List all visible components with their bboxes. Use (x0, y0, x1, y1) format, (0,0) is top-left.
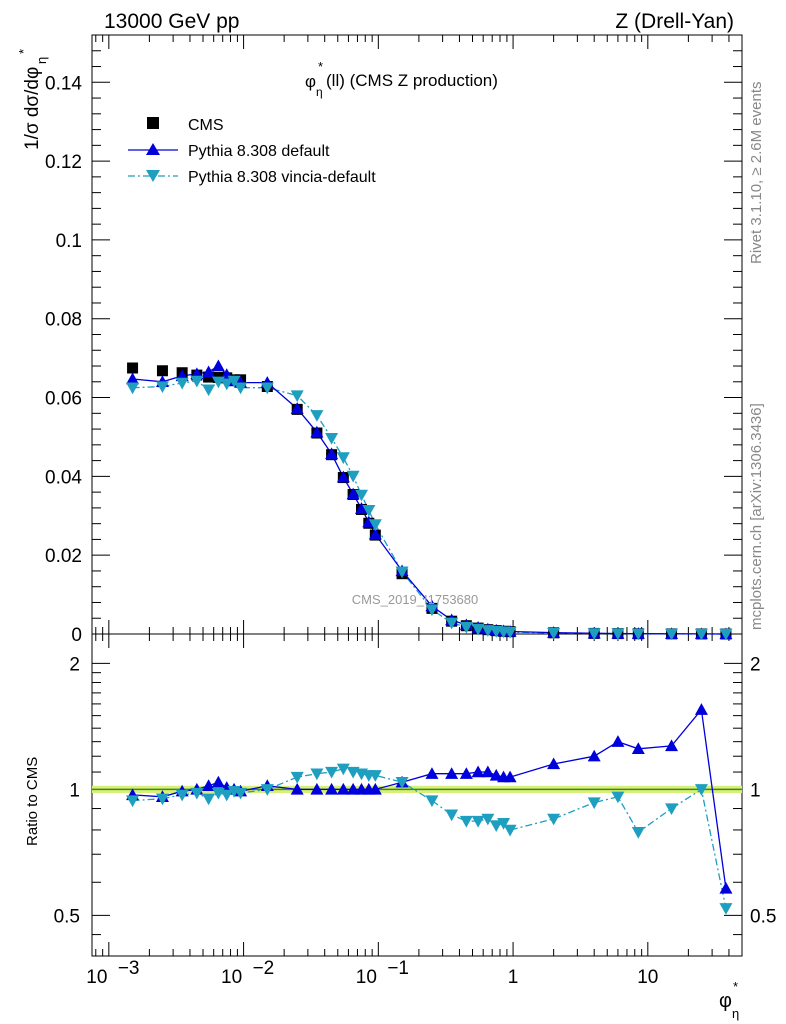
ratio-point-vincia (126, 795, 139, 807)
ratio-point-vincia (445, 809, 458, 821)
x-axis-label-phi: φ (719, 990, 732, 1012)
y-axis-label-ratio: Ratio to CMS (24, 757, 41, 846)
x-tick-label-exp: −2 (253, 958, 275, 979)
legend-label-default: Pythia 8.308 default (188, 143, 330, 160)
x-tick-label: 10 (637, 967, 658, 988)
x-tick-label-exp: −1 (387, 958, 409, 979)
y-tick-label-ratio: 1 (69, 780, 80, 801)
ratio-point-default (695, 703, 708, 715)
ratio-point-vincia (202, 794, 215, 806)
svg-text:φ: φ (305, 72, 316, 91)
ratio-point-vincia (665, 803, 678, 815)
data-point-default (202, 365, 215, 377)
legend-marker-triangle-up (146, 143, 160, 155)
y-tick-label-main: 0.06 (45, 389, 82, 410)
ratio-point-vincia (460, 816, 473, 828)
legend-item-vincia: Pythia 8.308 vincia-default (128, 169, 376, 186)
ratio-point-vincia (325, 767, 338, 779)
y-tick-label-ratio-right: 1 (750, 780, 761, 801)
data-point-vincia (126, 383, 139, 395)
data-point-default (212, 360, 225, 372)
data-point-default (126, 373, 139, 385)
side-text-bottom: mcplots.cern.ch [arXiv:1306.3436] (748, 403, 765, 630)
y-tick-label-main: 0.02 (45, 546, 82, 567)
legend-label-cms: CMS (188, 117, 224, 134)
data-point-vincia (337, 452, 350, 464)
y-tick-label-main: 0.12 (45, 152, 82, 173)
chart-figure: 13000 GeV pp Z (Drell-Yan) 0 0.02 0.04 0.06… (0, 0, 786, 1024)
ratio-point-vincia (719, 903, 732, 915)
y-tick-label-ratio: 2 (69, 654, 80, 675)
ratio-plot-area (92, 634, 742, 956)
legend: CMS Pythia 8.308 default Pythia 8.308 vi… (128, 117, 376, 186)
y-axis-label-main: 1/σ dσ/dφ η * (16, 49, 49, 150)
legend-marker-square (147, 117, 159, 129)
x-tick-label: 10 (356, 967, 377, 988)
ratio-point-vincia (291, 772, 304, 784)
y-tick-label-main: 0 (71, 625, 82, 646)
legend-item-default: Pythia 8.308 default (128, 143, 330, 160)
x-tick-label: 1 (508, 967, 519, 988)
ratio-axis-ticks: 10 −3 10 −2 10 −1 1 10 0.5 0.5 1 1 2 2 (54, 634, 777, 988)
y-tick-label-main: 0.14 (45, 73, 82, 94)
data-point-vincia (310, 410, 323, 422)
ratio-series-layer (126, 703, 732, 915)
x-tick-label: 10 (86, 967, 107, 988)
y-tick-label-main: 0.08 (45, 310, 82, 331)
ratio-point-vincia (632, 827, 645, 839)
analysis-watermark: CMS_2019_I1753680 (352, 592, 479, 607)
ratio-point-vincia (588, 797, 601, 809)
x-tick-label: 10 (221, 967, 242, 988)
y-tick-label-main: 0.04 (45, 467, 82, 488)
header-right: Z (Drell-Yan) (615, 10, 734, 33)
x-axis-label: φ η * (719, 979, 739, 1021)
ratio-point-vincia (504, 825, 517, 837)
x-tick-label-exp: −3 (118, 958, 140, 979)
data-point-cms (127, 362, 138, 373)
ratio-point-vincia (547, 814, 560, 826)
ratio-point-default (212, 776, 225, 788)
svg-text:*: * (318, 59, 323, 74)
ratio-point-default (611, 735, 624, 747)
data-point-vincia (202, 384, 215, 396)
svg-text:η: η (316, 85, 323, 99)
data-point-cms (157, 365, 168, 376)
legend-item-cms: CMS (147, 117, 224, 134)
data-point-vincia (234, 383, 247, 395)
y-axis-label-main-sub: η (34, 57, 49, 64)
y-tick-label-ratio-right: 0.5 (750, 906, 776, 927)
side-text-top: Rivet 3.1.10, ≥ 2.6M events (748, 82, 765, 265)
x-axis-label-sub: η (732, 1006, 739, 1021)
header-left: 13000 GeV pp (104, 10, 239, 33)
plot-title: φ η * (ll) (CMS Z production) (305, 59, 498, 99)
ratio-point-default (588, 750, 601, 762)
ratio-point-vincia (310, 769, 323, 781)
y-tick-label-ratio: 0.5 (54, 906, 80, 927)
ratio-point-vincia (425, 795, 438, 807)
y-axis-label-main-star: * (16, 49, 31, 54)
plot-title-text: (ll) (CMS Z production) (326, 71, 498, 90)
y-axis-label-main-text: 1/σ dσ/dφ (22, 67, 43, 150)
x-axis-label-star: * (733, 979, 738, 994)
legend-label-vincia: Pythia 8.308 vincia-default (188, 169, 376, 186)
data-point-vincia (325, 433, 338, 445)
y-tick-label-main: 0.1 (56, 231, 82, 252)
y-tick-label-ratio-right: 2 (750, 654, 761, 675)
